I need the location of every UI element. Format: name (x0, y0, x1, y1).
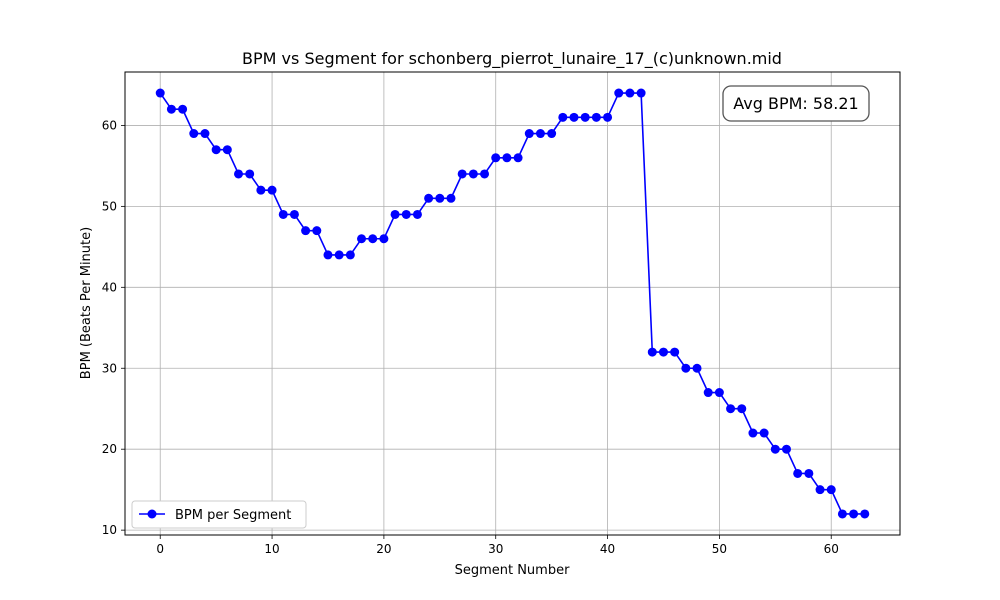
data-point (670, 347, 680, 357)
legend-box (131, 500, 307, 529)
x-tick-label: 0 (156, 542, 164, 556)
x-tick-label: 30 (488, 542, 503, 556)
data-point (278, 209, 288, 219)
data-point (234, 169, 244, 179)
data-point (558, 112, 568, 122)
x-tick-label: 20 (376, 542, 391, 556)
data-point (211, 145, 221, 155)
data-point (860, 509, 870, 519)
data-point (826, 485, 836, 495)
x-axis-label: Segment Number (455, 563, 571, 578)
data-point (513, 153, 523, 163)
y-tick-label: 20 (102, 442, 117, 456)
data-point (580, 112, 590, 122)
data-point (446, 193, 456, 203)
y-tick-label: 10 (102, 523, 117, 537)
data-point (837, 509, 847, 519)
data-point (412, 209, 422, 219)
legend-marker (147, 509, 157, 519)
grid-lines (125, 72, 900, 535)
data-point (726, 404, 736, 414)
data-point (759, 428, 769, 438)
data-point (781, 444, 791, 454)
data-point (535, 129, 545, 139)
data-point (457, 169, 467, 179)
data-point (379, 234, 389, 244)
data-point (245, 169, 255, 179)
data-point (267, 185, 277, 195)
data-point (658, 347, 668, 357)
data-point (334, 250, 344, 260)
data-point (502, 153, 512, 163)
data-point (603, 112, 613, 122)
data-point (312, 226, 322, 236)
data-point (770, 444, 780, 454)
data-point (357, 234, 367, 244)
data-point (178, 104, 188, 114)
x-tick-label: 50 (712, 542, 727, 556)
data-point (301, 226, 311, 236)
data-point (323, 250, 333, 260)
data-point (200, 129, 210, 139)
data-point (681, 363, 691, 373)
data-point (345, 250, 355, 260)
data-point (256, 185, 266, 195)
data-point (714, 388, 724, 398)
annotation-text: Avg BPM: 58.21 (733, 94, 858, 113)
y-tick-label: 50 (102, 199, 117, 213)
data-point (524, 129, 534, 139)
y-tick-label: 40 (102, 280, 117, 294)
y-axis-label: BPM (Beats Per Minute) (79, 227, 94, 379)
x-tick-label: 60 (824, 542, 839, 556)
data-point (614, 88, 624, 98)
data-point (166, 104, 176, 114)
data-point (390, 209, 400, 219)
data-point (647, 347, 657, 357)
annotation-box (722, 85, 870, 122)
data-point (815, 485, 825, 495)
avg-bpm-annotation: Avg BPM: 58.21 (722, 85, 870, 122)
data-point (491, 153, 501, 163)
data-point (748, 428, 758, 438)
data-point (289, 209, 299, 219)
data-point (468, 169, 478, 179)
data-point (401, 209, 411, 219)
chart-title: BPM vs Segment for schonberg_pierrot_lun… (242, 49, 782, 69)
data-point (480, 169, 490, 179)
series-line (159, 92, 865, 515)
data-point (547, 129, 557, 139)
data-point (368, 234, 378, 244)
data-point (591, 112, 601, 122)
data-point (424, 193, 434, 203)
data-point (737, 404, 747, 414)
legend-label: BPM per Segment (175, 508, 291, 523)
x-tick-label: 10 (264, 542, 279, 556)
y-tick-label: 30 (102, 361, 117, 375)
axis-ticks: 0 10 20 30 40 50 60 10 20 30 40 50 60 (102, 118, 839, 556)
data-point (155, 88, 165, 98)
data-point (636, 88, 646, 98)
plot-frame (124, 71, 901, 536)
data-point (804, 468, 814, 478)
data-point (625, 88, 635, 98)
data-point (703, 388, 713, 398)
x-tick-label: 40 (600, 542, 615, 556)
series-bpm-per-segment (155, 88, 870, 519)
data-point (793, 468, 803, 478)
data-point (189, 129, 199, 139)
data-point (435, 193, 445, 203)
data-point (692, 363, 702, 373)
y-tick-label: 60 (102, 118, 117, 132)
legend: BPM per Segment (131, 500, 307, 529)
data-point (222, 145, 232, 155)
data-point (849, 509, 859, 519)
data-point (569, 112, 579, 122)
